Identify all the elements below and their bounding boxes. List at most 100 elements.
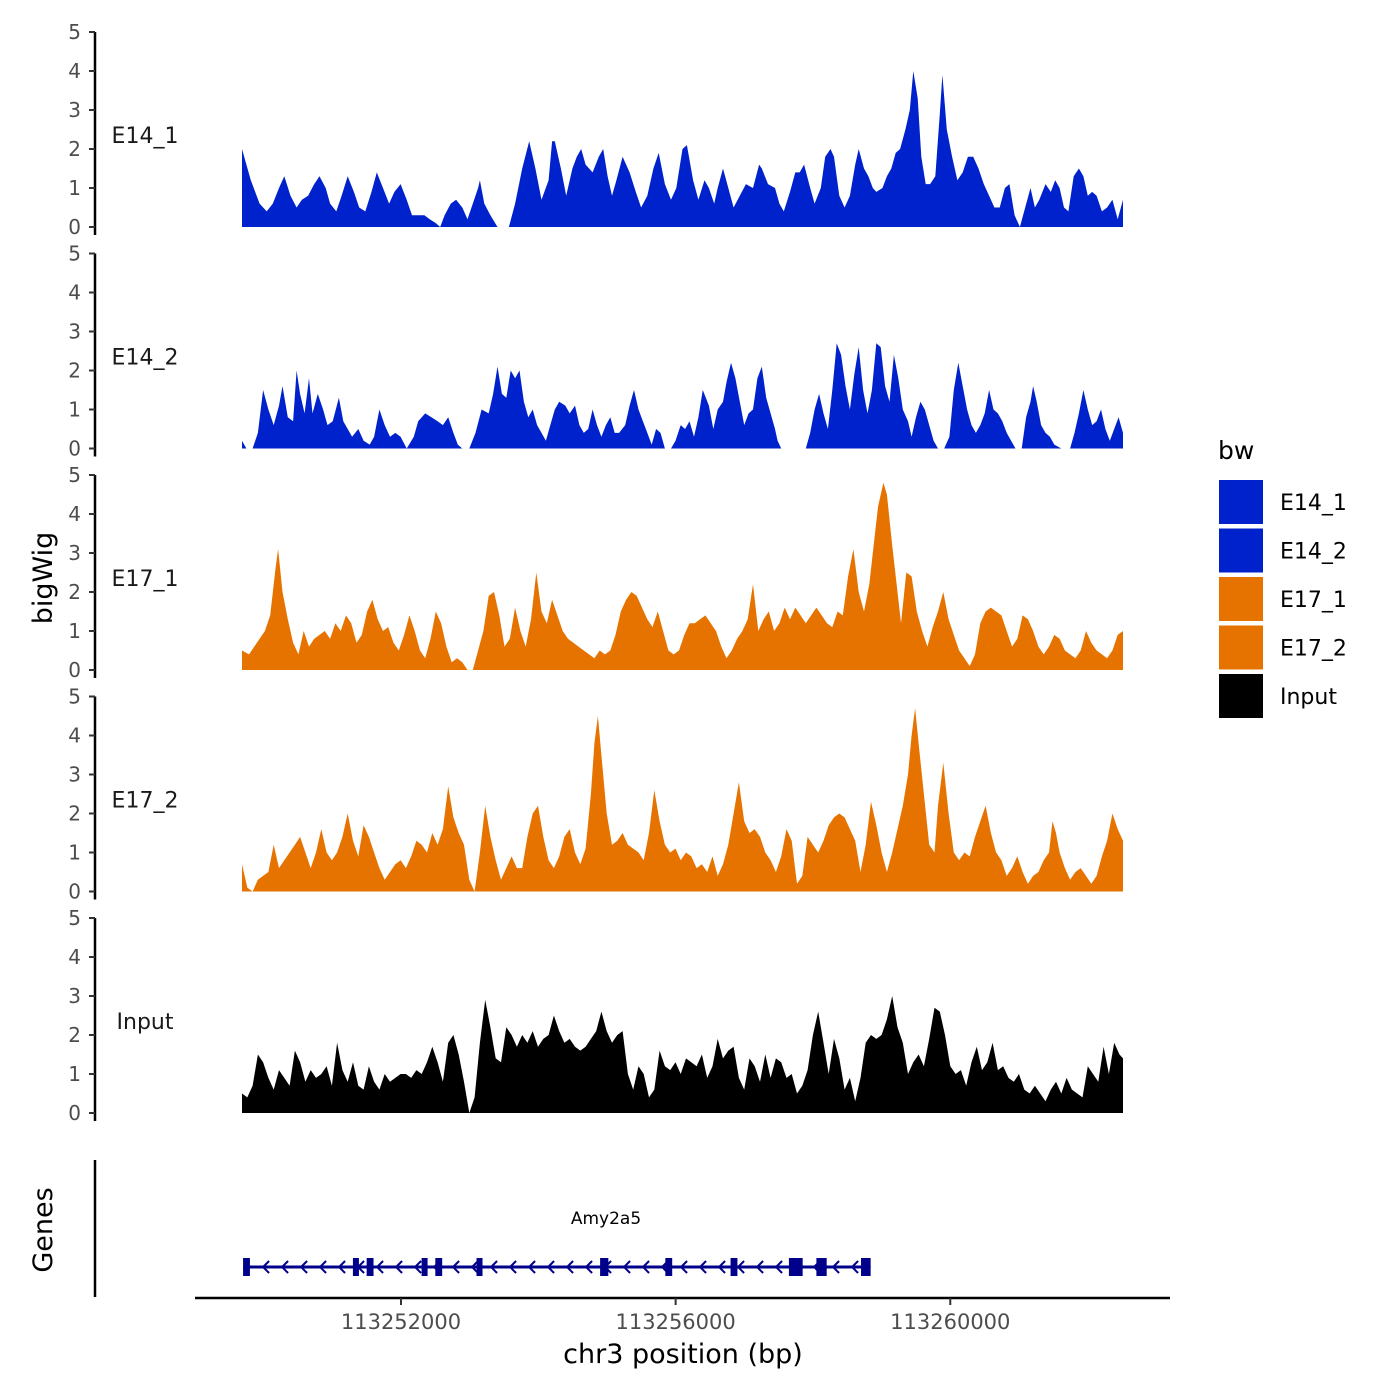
gene-name-label: Amy2a5	[571, 1209, 641, 1229]
strand-arrow	[527, 1260, 536, 1274]
strand-arrow	[451, 1260, 460, 1274]
y-tick-label: 0	[68, 658, 81, 682]
legend-swatch	[1219, 577, 1263, 621]
y-tick-label: 2	[68, 802, 81, 826]
strand-arrow	[470, 1260, 479, 1274]
strand-arrow	[679, 1260, 688, 1274]
y-tick-label: 4	[68, 724, 81, 748]
y-tick-label: 3	[68, 763, 81, 787]
exon	[788, 1258, 803, 1276]
strand-arrow	[280, 1260, 289, 1274]
y-tick-label: 0	[68, 437, 81, 461]
y-tick-label: 1	[68, 398, 81, 422]
strand-arrow	[831, 1260, 840, 1274]
y-tick-label: 1	[68, 176, 81, 200]
track-e14-1: 0 1 2 3 4 5 E14_1	[68, 20, 1123, 239]
y-tick-label: 5	[68, 20, 81, 44]
strand-arrow	[337, 1260, 346, 1274]
legend-swatch	[1219, 528, 1263, 573]
exon	[435, 1258, 443, 1276]
strand-arrow	[774, 1260, 783, 1274]
y-tick-label: 5	[68, 463, 81, 487]
exon	[665, 1258, 673, 1276]
x-axis-title: chr3 position (bp)	[563, 1339, 803, 1370]
signal-area	[242, 482, 1123, 670]
strand-arrow	[565, 1260, 574, 1274]
legend-label: E17_1	[1280, 588, 1347, 613]
signal-area	[242, 71, 1123, 227]
y-tick-label: 0	[68, 215, 81, 239]
y-tick-label: 0	[68, 1101, 81, 1125]
y-tick-label: 2	[68, 1023, 81, 1047]
y-tick-label: 1	[68, 841, 81, 865]
exon	[421, 1258, 428, 1276]
y-tick-label: 0	[68, 880, 81, 904]
y-tick-label: 1	[68, 1062, 81, 1086]
track-label: E14_1	[112, 124, 179, 149]
signal-area	[242, 708, 1123, 892]
exon	[476, 1258, 483, 1276]
x-tick-label: 113260000	[890, 1310, 1010, 1334]
track-e17-1: 0 1 2 3 4 5 E17_1	[68, 463, 1123, 682]
track-input: 0 1 2 3 4 5 Input	[68, 906, 1123, 1125]
exon	[600, 1258, 609, 1276]
exon	[861, 1258, 871, 1276]
track-label: E14_2	[112, 346, 179, 371]
gene-track-label: Genes	[28, 1187, 59, 1272]
signal-area	[242, 343, 1123, 449]
strand-arrow	[584, 1260, 593, 1274]
legend[interactable]: bw E14_1 E14_2 E17_1 E17_2 Input	[1218, 436, 1347, 718]
exon	[730, 1258, 738, 1276]
y-tick-label: 4	[68, 59, 81, 83]
strand-arrow	[394, 1260, 403, 1274]
x-tick-label: 113256000	[616, 1310, 736, 1334]
strand-arrow	[698, 1260, 707, 1274]
exon	[366, 1258, 374, 1276]
legend-label: E14_2	[1280, 540, 1347, 565]
strand-arrow	[413, 1260, 422, 1274]
exon	[816, 1258, 827, 1276]
y-tick-label: 4	[68, 945, 81, 969]
x-axis: 113252000 113256000 113260000	[195, 1296, 1170, 1334]
y-tick-label: 3	[68, 98, 81, 122]
track-label: Input	[117, 1010, 174, 1035]
y-tick-label: 4	[68, 502, 81, 526]
track-label: E17_1	[112, 567, 179, 592]
signal-area	[242, 996, 1123, 1113]
legend-label: E14_1	[1280, 491, 1347, 516]
strand-arrow	[717, 1260, 726, 1274]
legend-swatch	[1219, 480, 1263, 524]
track-e17-2: 0 1 2 3 4 5 E17_2	[68, 685, 1123, 904]
strand-arrow	[755, 1260, 764, 1274]
track-label: E17_2	[112, 789, 179, 814]
x-tick-label: 113252000	[341, 1310, 461, 1334]
gene-track: Amy2a5	[93, 1160, 871, 1297]
y-tick-label: 3	[68, 541, 81, 565]
y-tick-label: 3	[68, 984, 81, 1008]
strand-arrow	[318, 1260, 327, 1274]
exon	[243, 1258, 250, 1276]
y-tick-label: 4	[68, 281, 81, 305]
strand-arrow	[489, 1260, 498, 1274]
y-tick-label: 2	[68, 580, 81, 604]
strand-arrow	[850, 1260, 859, 1274]
legend-label: Input	[1280, 685, 1337, 710]
legend-swatch	[1219, 674, 1263, 718]
y-tick-label: 2	[68, 359, 81, 383]
strand-arrow	[508, 1260, 517, 1274]
y-tick-label: 5	[68, 906, 81, 930]
y-tick-label: 2	[68, 137, 81, 161]
strand-arrow	[736, 1260, 745, 1274]
strand-arrow	[299, 1260, 308, 1274]
legend-swatch	[1219, 625, 1263, 670]
strand-arrow	[546, 1260, 555, 1274]
strand-arrow	[261, 1260, 270, 1274]
y-axis-title: bigWig	[28, 532, 59, 625]
track-e14-2: 0 1 2 3 4 5 E14_2	[68, 242, 1123, 461]
exon	[352, 1258, 359, 1276]
y-tick-label: 3	[68, 320, 81, 344]
y-tick-label: 5	[68, 242, 81, 266]
strand-arrow	[375, 1260, 384, 1274]
legend-label: E17_2	[1280, 637, 1347, 662]
